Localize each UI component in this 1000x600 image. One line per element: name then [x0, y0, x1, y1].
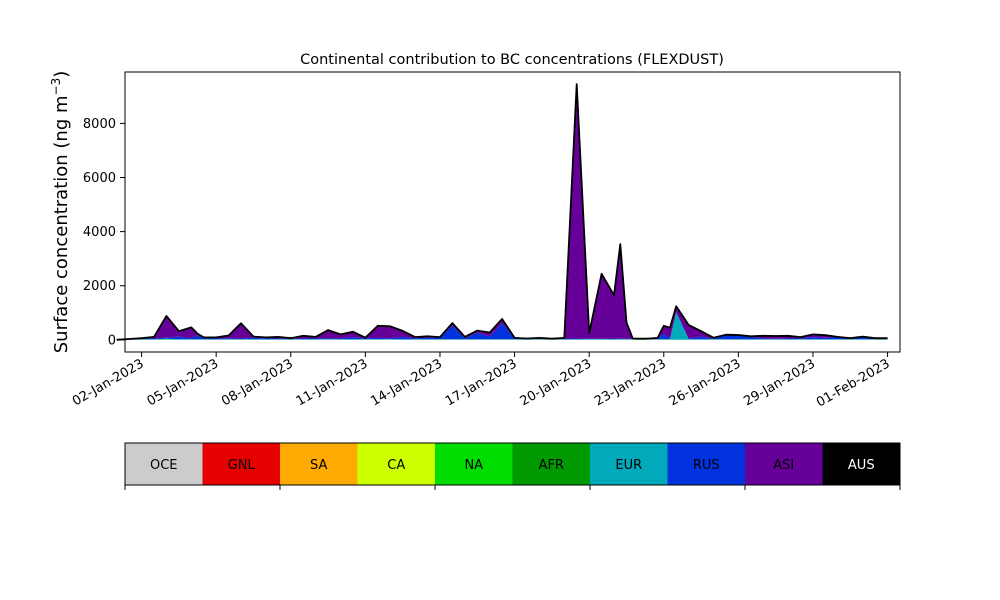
legend-swatch-aus	[822, 443, 901, 485]
y-tick-label: 6000	[83, 171, 116, 186]
y-tick-label: 8000	[83, 117, 116, 132]
x-axis: 02-Jan-202305-Jan-202308-Jan-202311-Jan-…	[70, 352, 893, 410]
legend-swatch-eur	[590, 443, 668, 485]
x-tick-label: 02-Jan-2023	[70, 356, 147, 409]
legend-label: EUR	[615, 458, 642, 473]
legend-label: CA	[387, 458, 405, 473]
plot-frame	[124, 71, 901, 353]
legend-swatch-gnl	[202, 443, 281, 485]
x-tick-label: 05-Jan-2023	[145, 356, 222, 409]
legend-label: SA	[310, 458, 327, 473]
chart-title: Continental contribution to BC concentra…	[300, 52, 724, 68]
y-tick-label: 4000	[83, 225, 116, 240]
area-aus	[116, 84, 888, 340]
legend-label: OCE	[150, 458, 178, 473]
legend-swatch-rus	[667, 443, 746, 485]
x-tick-label: 29-Jan-2023	[741, 356, 818, 409]
legend-label: GNL	[228, 458, 256, 473]
legend-swatch-na	[435, 443, 513, 485]
area-rus	[116, 311, 888, 340]
legend-swatch-sa	[280, 443, 358, 485]
legend-swatch-oce	[125, 443, 203, 485]
y-axis: 0 2000 4000 6000 8000	[83, 117, 125, 348]
series-areas	[116, 84, 888, 340]
legend-swatch-afr	[512, 443, 591, 485]
y-tick-label: 0	[108, 333, 116, 348]
legend: OCE GNL SA CA NA AFR EUR RUS ASI AUS	[124, 442, 901, 490]
x-tick-label: 11-Jan-2023	[294, 356, 371, 409]
area-na	[116, 339, 888, 340]
y-axis-label-text: Surface concentration (ng m	[51, 95, 72, 353]
legend-label: RUS	[693, 458, 720, 473]
legend-label: AFR	[539, 458, 564, 473]
y-axis-label: Surface concentration (ng m−3)	[49, 71, 72, 354]
x-tick-label: 20-Jan-2023	[518, 356, 595, 409]
area-asi	[116, 84, 888, 340]
total-outline	[116, 83, 888, 341]
legend-frame	[124, 442, 901, 486]
legend-label: ASI	[773, 458, 794, 473]
x-tick-label: 17-Jan-2023	[443, 356, 520, 409]
legend-swatch-asi	[745, 443, 823, 485]
y-axis-label-close: )	[51, 71, 72, 78]
x-tick-label: 08-Jan-2023	[219, 356, 296, 409]
legend-swatch-ca	[357, 443, 436, 485]
legend-label: NA	[464, 458, 483, 473]
x-tick-label: 01-Feb-2023	[814, 356, 893, 410]
y-axis-label-superscript: −3	[49, 78, 63, 96]
legend-label: AUS	[848, 458, 875, 473]
y-tick-label: 2000	[83, 279, 116, 294]
x-tick-label: 26-Jan-2023	[667, 356, 744, 409]
x-tick-label: 23-Jan-2023	[592, 356, 669, 409]
x-tick-label: 14-Jan-2023	[368, 356, 445, 409]
